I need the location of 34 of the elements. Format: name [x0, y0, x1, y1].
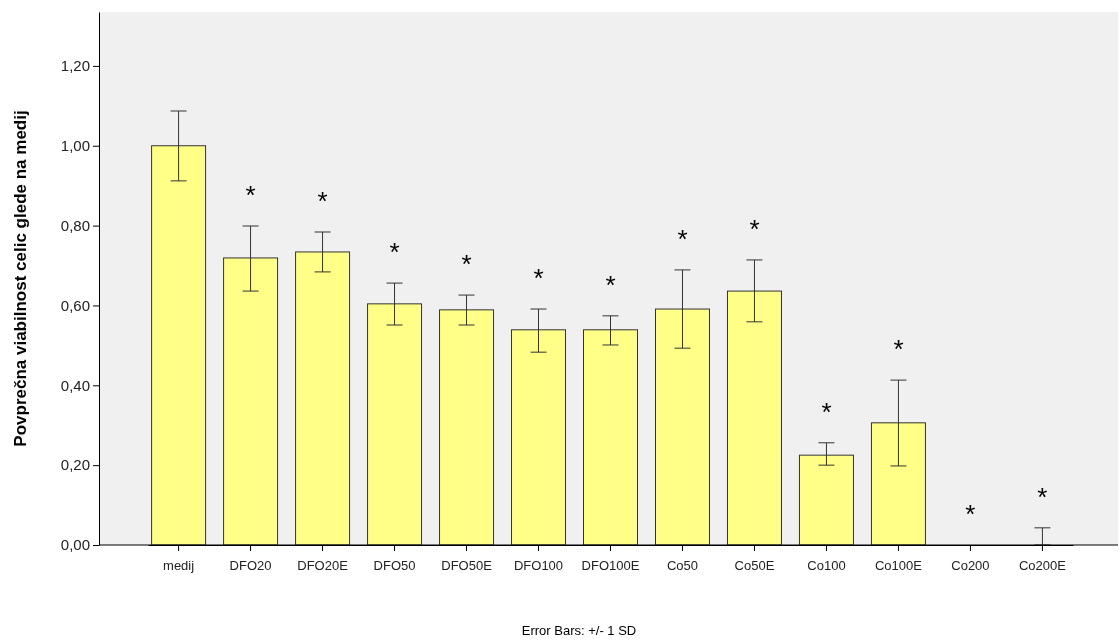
y-axis-title: Povprečna viabilnost celic glede na medij: [11, 110, 30, 447]
annotation: *: [1037, 481, 1048, 512]
annotation: *: [533, 263, 544, 294]
annotation: *: [245, 180, 256, 210]
annotation: *: [317, 185, 328, 216]
x-tick-label: Co50: [666, 557, 699, 573]
x-tick-label: medij: [163, 557, 195, 573]
x-tick-label: DFO100E: [581, 557, 640, 573]
annotation: *: [677, 223, 688, 254]
x-tick-label: DFO100: [513, 557, 564, 573]
x-tick-label: DFO20: [229, 557, 272, 573]
x-tick-label: DFO50E: [441, 557, 493, 573]
y-tick-label: 0,80: [60, 216, 90, 234]
y-tick-label: 0,00: [60, 536, 90, 554]
x-tick-label: Co200E: [1018, 557, 1067, 573]
y-tick-label: 1,20: [60, 57, 90, 75]
x-tick-label: Co50E: [734, 557, 775, 573]
x-tick-label: Co100: [807, 557, 846, 573]
x-tick-label: DFO20E: [297, 557, 349, 573]
annotation: *: [965, 499, 976, 529]
annotation: *: [461, 249, 472, 280]
text: Error Bars: +/- 1 SD: [521, 623, 637, 638]
x-tick-label: Co100E: [874, 557, 923, 573]
x-tick-label: Co200: [951, 557, 990, 573]
annotation: *: [389, 237, 400, 268]
y-tick-label: 0,40: [60, 376, 90, 394]
y-tick-label: 0,60: [60, 296, 90, 314]
annotation: *: [821, 396, 832, 427]
y-tick-label: 1,00: [60, 137, 90, 155]
annotation: *: [749, 213, 760, 244]
annotation: *: [893, 334, 904, 365]
y-tick-label: 0,20: [60, 456, 90, 474]
annotation: *: [605, 269, 616, 300]
x-tick-label: DFO50: [373, 557, 416, 573]
